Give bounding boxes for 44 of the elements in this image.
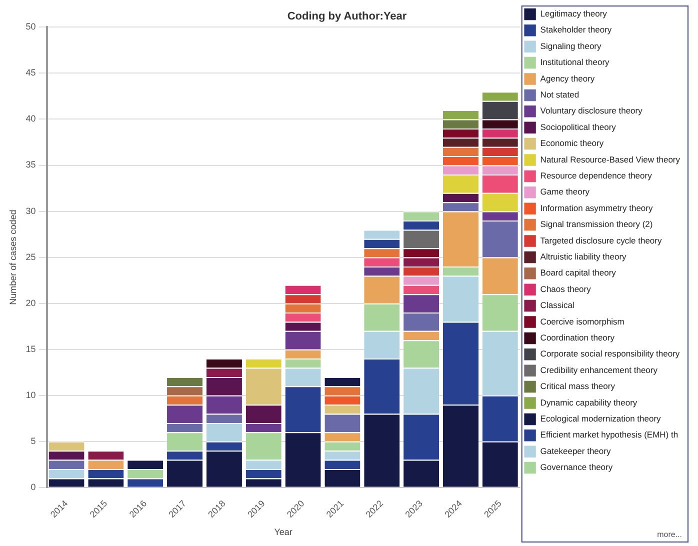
y-tick-label: 45 xyxy=(26,68,36,78)
y-tick-label: 50 xyxy=(26,22,36,32)
y-tick-label: 30 xyxy=(26,206,36,216)
legend-label: Coordination theory xyxy=(540,332,616,343)
x-axis-title: Year xyxy=(274,527,292,538)
legend-label: Institutional theory xyxy=(540,57,610,68)
legend-label: Ecological modernization theory xyxy=(540,414,662,424)
legend-label: Corporate social responsibility theory xyxy=(540,348,680,359)
legend-label: Governance theory xyxy=(540,462,614,472)
legend-label: Credibility enhancement theory xyxy=(540,364,658,375)
legend-label: Resource dependence theory xyxy=(540,170,653,181)
legend-label: Signaling theory xyxy=(540,40,602,51)
legend-label: Targeted disclosure cycle theory xyxy=(540,235,662,246)
chart-title: Coding by Author:Year xyxy=(287,10,408,23)
legend-label: Agency theory xyxy=(540,73,596,84)
legend-label: Chaos theory xyxy=(540,284,592,294)
text: more... xyxy=(657,530,682,540)
legend-label: Natural Resource-Based View theory xyxy=(540,154,681,164)
y-tick-label: 20 xyxy=(26,298,36,308)
legend-label: Voluntary disclosure theory xyxy=(540,106,644,116)
legend-label: Information asymmetry theory xyxy=(540,202,654,213)
y-axis-title: Number of cases coded xyxy=(8,210,18,305)
legend-label: Not stated xyxy=(540,90,580,100)
legend-label: Dynamic capability theory xyxy=(540,397,638,408)
legend-label: Sociopolitical theory xyxy=(540,122,617,132)
legend-label: Board capital theory xyxy=(540,268,617,278)
y-tick-label: 0 xyxy=(30,482,36,492)
legend-label: Economic theory xyxy=(540,138,604,148)
legend-label: Classical xyxy=(540,300,574,310)
legend-label: Game theory xyxy=(540,186,590,197)
y-tick-label: 25 xyxy=(26,252,36,262)
y-tick-label: 10 xyxy=(26,390,36,400)
y-tick-label: 5 xyxy=(30,436,36,446)
y-tick-label: 35 xyxy=(26,160,36,170)
legend-label: Coercive isomorphism xyxy=(540,316,624,326)
legend-label: Gatekeeper theory xyxy=(540,446,612,456)
y-tick-label: 40 xyxy=(26,114,36,124)
legend-label: Stakeholder theory xyxy=(540,24,612,35)
legend-label: Signal transmission theory (2) xyxy=(540,219,653,230)
legend-label: Efficient market hypothesis (EMH) th xyxy=(540,430,678,440)
legend-label: Altruistic liability theory xyxy=(540,252,628,262)
y-tick-label: 15 xyxy=(26,344,36,354)
legend-label: Critical mass theory xyxy=(540,381,616,392)
legend-label: Legitimacy theory xyxy=(540,8,608,19)
